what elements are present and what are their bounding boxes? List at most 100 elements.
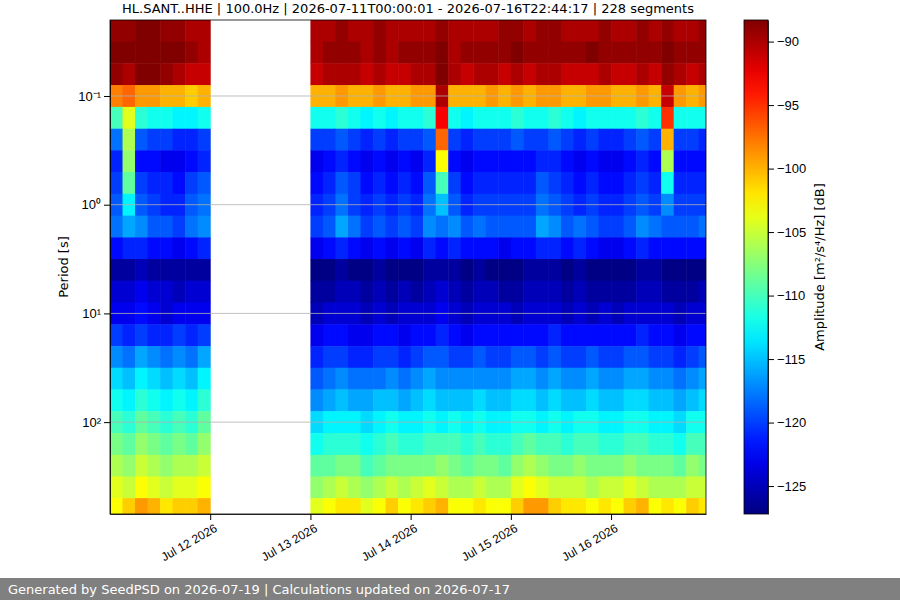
cell: [361, 476, 374, 498]
cell: [310, 150, 323, 172]
cell: [123, 129, 136, 151]
cell: [686, 107, 699, 129]
cell: [361, 324, 374, 346]
cell: [611, 150, 624, 172]
cell: [661, 368, 674, 390]
cell: [511, 63, 524, 85]
cell: [548, 216, 561, 238]
cell: [335, 324, 348, 346]
cell: [511, 433, 524, 455]
cell: [561, 20, 574, 42]
cell: [611, 42, 624, 64]
cell: [649, 455, 662, 477]
cell: [599, 476, 612, 498]
cell: [348, 237, 361, 259]
cell: [561, 346, 574, 368]
cell: [310, 129, 323, 151]
grid-line: [110, 422, 706, 423]
cell: [674, 498, 687, 514]
cell: [373, 368, 386, 390]
colorbar-tick-label: −90: [777, 34, 799, 49]
cell: [373, 63, 386, 85]
cell: [586, 107, 599, 129]
cell: [461, 476, 474, 498]
colorbar-axis-line: [768, 21, 769, 515]
cell: [411, 368, 424, 390]
cell: [423, 498, 436, 514]
cell: [473, 107, 486, 129]
cell: [599, 216, 612, 238]
cell: [611, 63, 624, 85]
cell: [310, 476, 323, 498]
cell: [386, 129, 399, 151]
cell: [636, 346, 649, 368]
cell: [135, 259, 148, 281]
cell: [123, 107, 136, 129]
cell: [586, 498, 599, 514]
cell: [561, 281, 574, 303]
cell: [361, 389, 374, 411]
cell: [511, 172, 524, 194]
cell: [361, 20, 374, 42]
cell: [123, 150, 136, 172]
cell: [123, 498, 136, 514]
cell: [398, 368, 411, 390]
chart: Jul 12 2026Jul 13 2026Jul 14 2026Jul 15 …: [0, 0, 900, 600]
cell: [411, 63, 424, 85]
cell: [599, 259, 612, 281]
cell: [586, 346, 599, 368]
cell: [586, 389, 599, 411]
cell: [448, 498, 461, 514]
cell: [448, 389, 461, 411]
cell: [110, 216, 123, 238]
cell: [361, 172, 374, 194]
cell: [423, 368, 436, 390]
cell: [411, 455, 424, 477]
cell: [699, 259, 706, 281]
cell: [110, 172, 123, 194]
cell: [636, 476, 649, 498]
cell: [160, 107, 173, 129]
cell: [335, 129, 348, 151]
cell: [110, 368, 123, 390]
cell: [624, 107, 637, 129]
cell: [686, 476, 699, 498]
cell: [110, 281, 123, 303]
cell: [548, 433, 561, 455]
cell: [448, 476, 461, 498]
cell: [561, 433, 574, 455]
cell: [636, 324, 649, 346]
cell: [523, 259, 536, 281]
cell: [148, 107, 161, 129]
cell: [198, 20, 211, 42]
cell: [599, 455, 612, 477]
cell: [398, 107, 411, 129]
cell: [486, 63, 499, 85]
cell: [148, 129, 161, 151]
cell: [423, 259, 436, 281]
cell: [198, 150, 211, 172]
cell: [536, 42, 549, 64]
cell: [348, 42, 361, 64]
cell: [511, 237, 524, 259]
cell: [511, 346, 524, 368]
cell: [624, 368, 637, 390]
cell: [160, 129, 173, 151]
cell: [599, 237, 612, 259]
cell: [198, 129, 211, 151]
cell: [198, 476, 211, 498]
cell: [323, 172, 336, 194]
cell: [511, 259, 524, 281]
cell: [699, 129, 706, 151]
cell: [473, 63, 486, 85]
cell: [561, 259, 574, 281]
cell: [173, 216, 186, 238]
cell: [448, 150, 461, 172]
cell: [573, 433, 586, 455]
cell: [310, 433, 323, 455]
cell: [498, 498, 511, 514]
cell: [461, 346, 474, 368]
cell: [386, 237, 399, 259]
cell: [461, 129, 474, 151]
cell: [536, 259, 549, 281]
